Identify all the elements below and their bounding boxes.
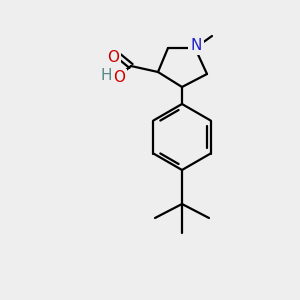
Text: O: O (113, 70, 125, 86)
Text: H: H (100, 68, 112, 83)
Text: O: O (107, 50, 119, 64)
Text: N: N (190, 38, 202, 53)
